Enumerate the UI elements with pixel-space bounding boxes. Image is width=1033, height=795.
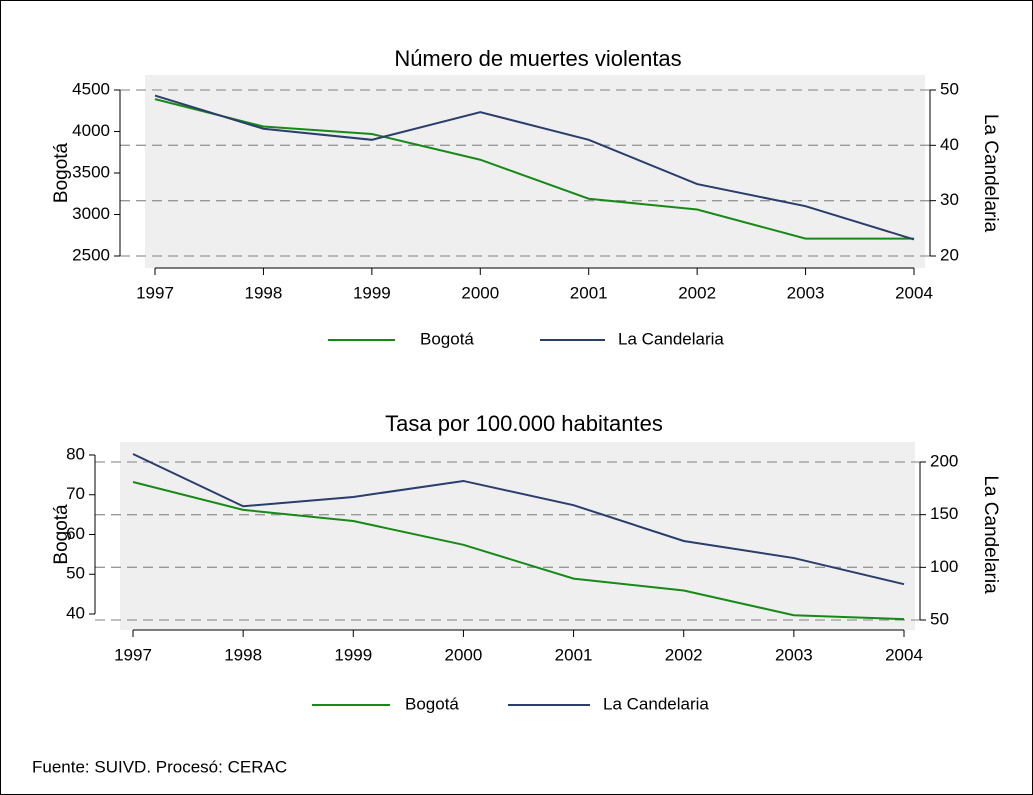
x-tick-label: 2002: [678, 283, 716, 302]
y-tick-label: 3000: [72, 204, 110, 223]
x-tick-label: 1999: [334, 645, 372, 664]
legend-label: Bogotá: [405, 694, 459, 713]
y-axis-label: Bogotá: [51, 142, 72, 203]
x-tick-label: 2003: [775, 645, 813, 664]
x-tick-label: 1998: [245, 283, 283, 302]
y2-tick-label: 200: [930, 451, 958, 470]
legend-label: La Candelaria: [618, 329, 724, 348]
y-tick-label: 60: [66, 524, 85, 543]
x-tick-label: 1997: [136, 283, 174, 302]
series-line: [154, 98, 914, 240]
y2-tick-label: 30: [940, 190, 959, 209]
y-tick-label: 4000: [72, 121, 110, 140]
legend-label: Bogotá: [420, 329, 474, 348]
x-tick-label: 2000: [445, 645, 483, 664]
y-tick-label: 2500: [72, 245, 110, 264]
x-tick-label: 2003: [787, 283, 825, 302]
series-line: [154, 94, 915, 241]
source-note: Fuente: SUIVD. Procesó: CERAC: [32, 757, 287, 776]
y-tick-label: 50: [66, 564, 85, 583]
y-tick-label: 70: [66, 484, 85, 503]
plot-area: [120, 442, 915, 630]
x-tick-label: 1997: [114, 645, 152, 664]
y-axis-label: Bogotá: [51, 504, 72, 565]
y2-axis-label: La Candelaria: [980, 114, 1001, 233]
y2-axis-label: La Candelaria: [980, 475, 1001, 594]
series-line: [132, 453, 905, 586]
legend-label: La Candelaria: [603, 694, 709, 713]
chart-title: Tasa por 100.000 habitantes: [385, 411, 663, 436]
x-tick-label: 2000: [461, 283, 499, 302]
y-tick-label: 80: [66, 444, 85, 463]
x-tick-label: 1999: [353, 283, 391, 302]
y2-tick-label: 40: [940, 135, 959, 154]
x-tick-label: 2002: [665, 645, 703, 664]
x-tick-label: 2004: [885, 645, 923, 664]
x-tick-label: 2001: [570, 283, 608, 302]
y2-tick-label: 20: [940, 245, 959, 264]
x-tick-label: 2001: [555, 645, 593, 664]
y-tick-label: 4500: [72, 79, 110, 98]
y2-tick-label: 50: [940, 79, 959, 98]
x-tick-label: 2004: [895, 283, 933, 302]
y2-tick-label: 150: [930, 504, 958, 523]
y-tick-label: 40: [66, 603, 85, 622]
x-tick-label: 1998: [224, 645, 262, 664]
y-tick-label: 3500: [72, 162, 110, 181]
series-line: [132, 481, 905, 621]
y2-tick-label: 100: [930, 557, 958, 576]
y2-tick-label: 50: [930, 609, 949, 628]
chart-title: Número de muertes violentas: [394, 46, 681, 71]
